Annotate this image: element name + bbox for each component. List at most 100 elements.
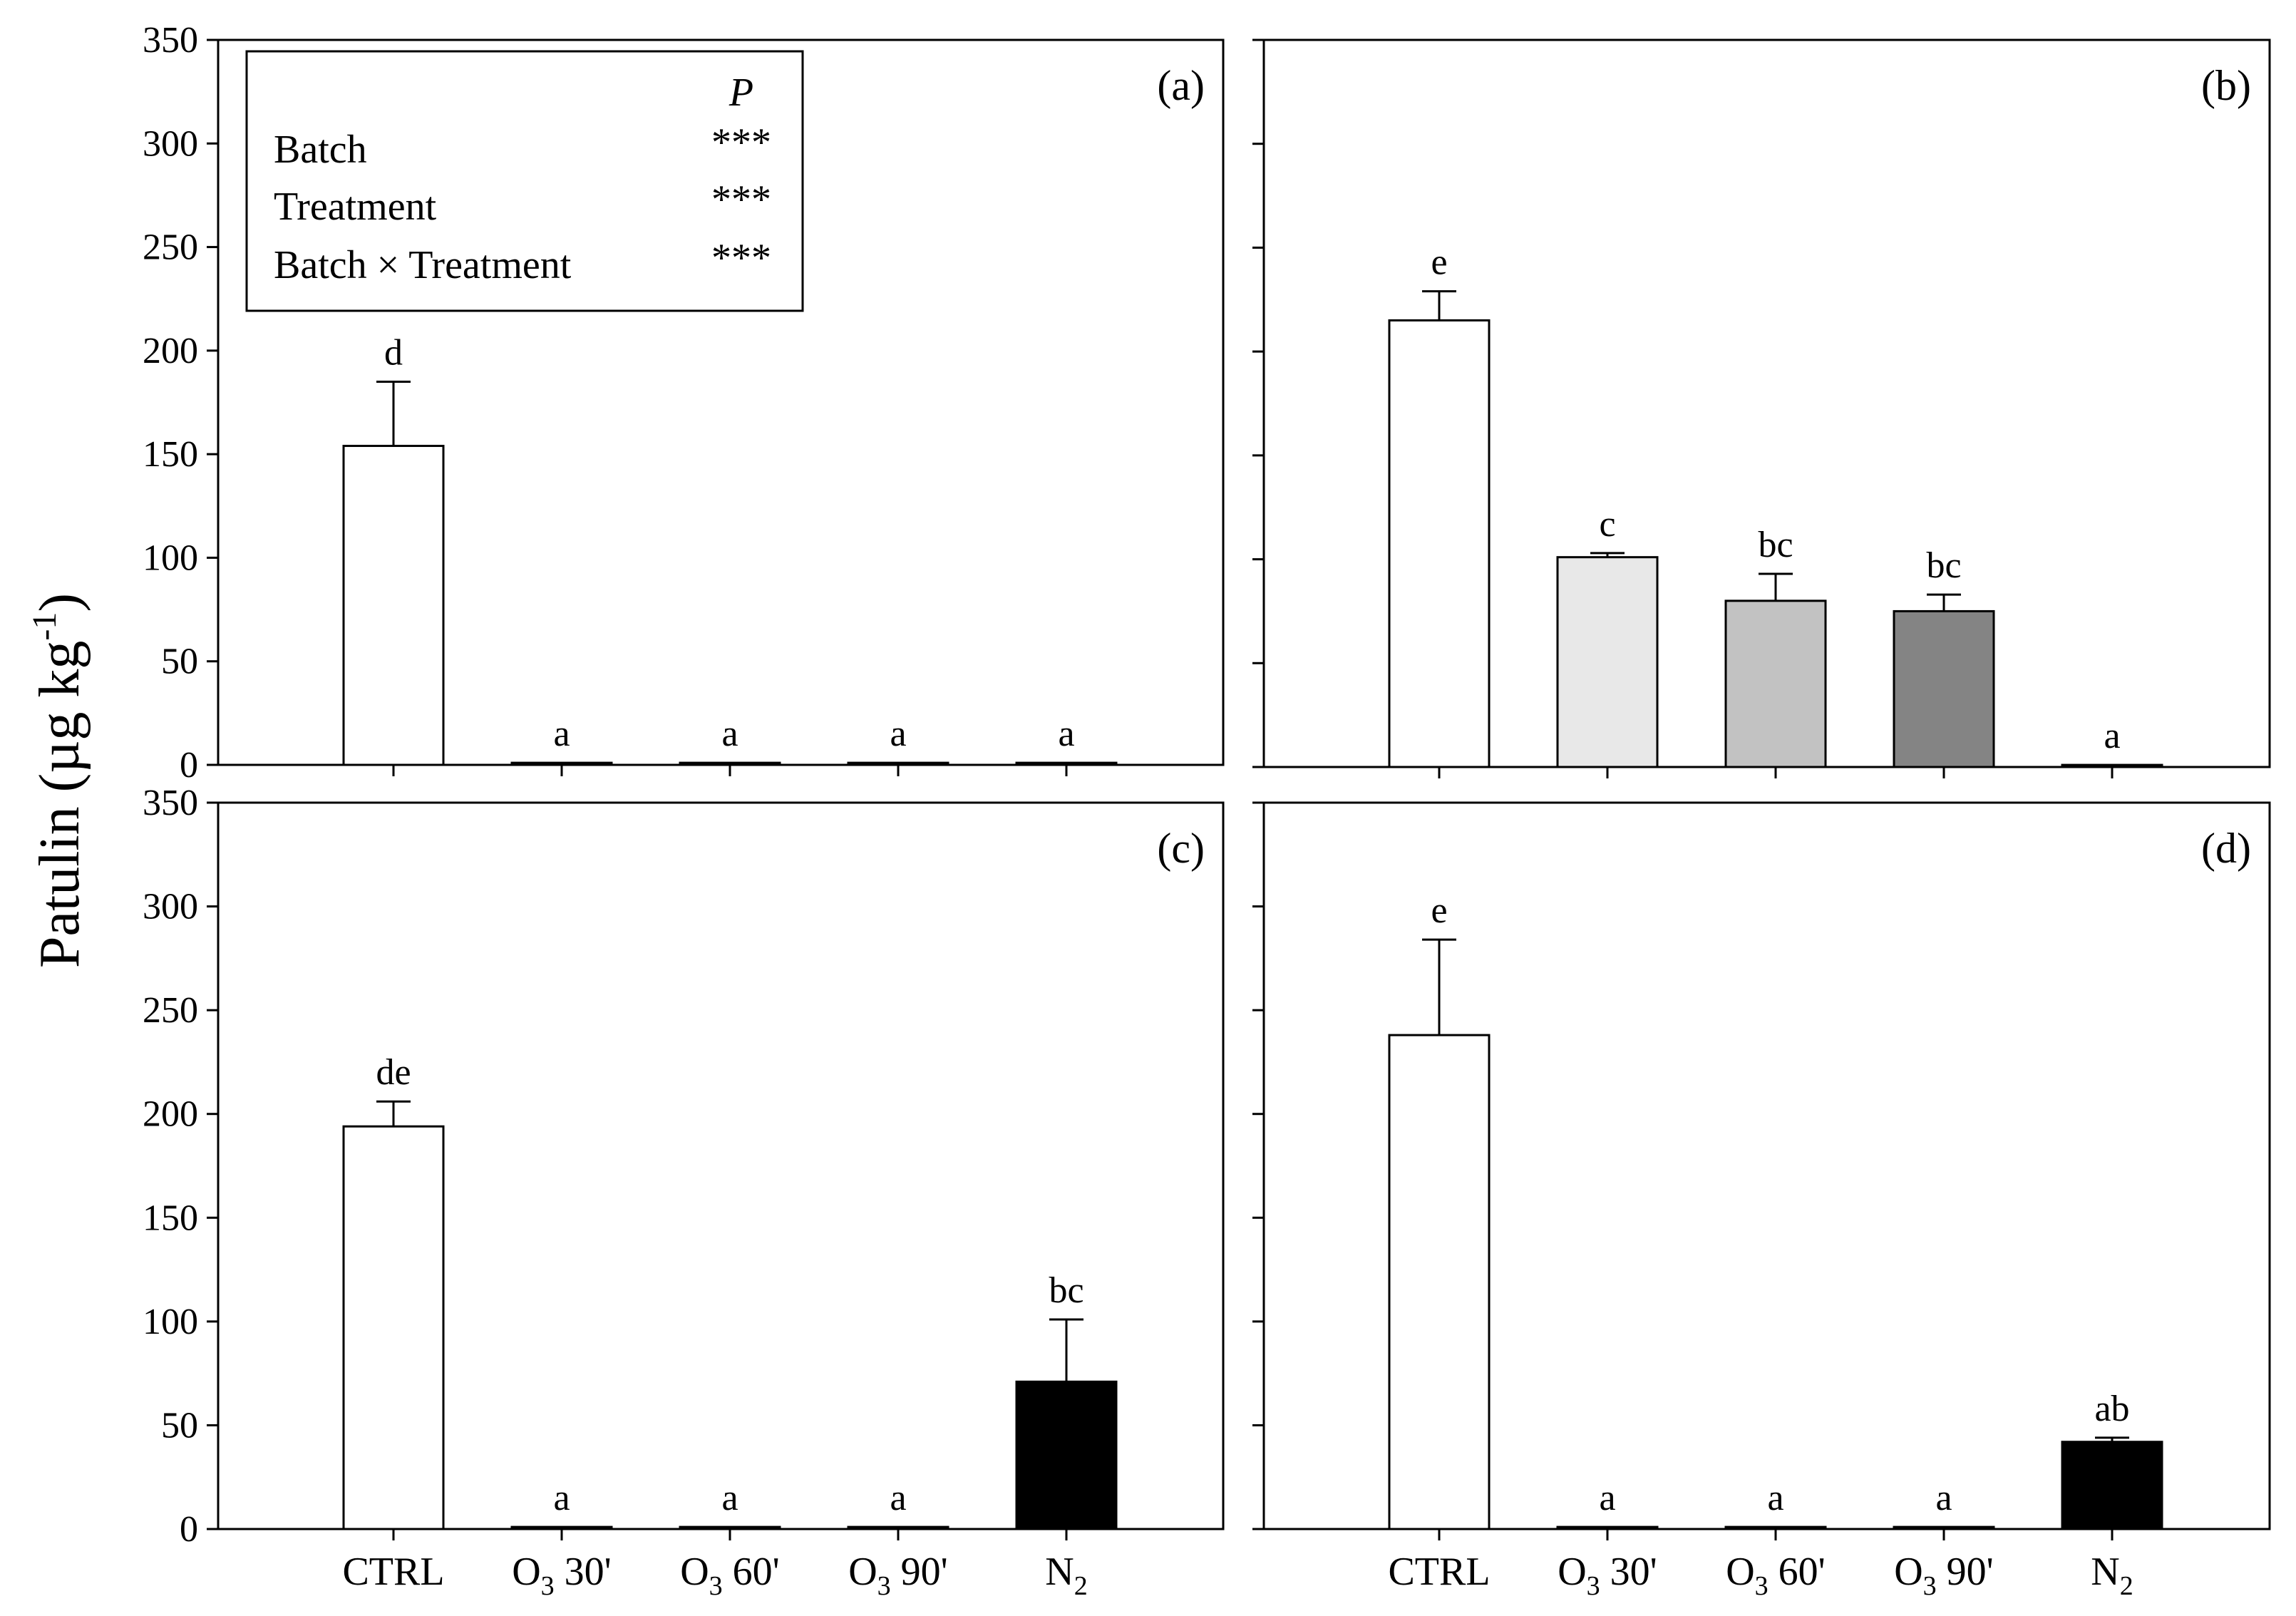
y-tick-label: 200 xyxy=(143,331,198,371)
significance-letter: a xyxy=(721,714,738,754)
significance-letter: a xyxy=(1935,1478,1952,1518)
bar xyxy=(1388,319,1491,768)
significance-letter: a xyxy=(890,1478,906,1518)
y-tick-label: 350 xyxy=(143,783,198,823)
y-tick-label: 300 xyxy=(143,123,198,164)
significance-letter: e xyxy=(1431,242,1447,283)
x-tick-label: CTRL xyxy=(1388,1550,1490,1594)
x-tick-label-base: O xyxy=(512,1550,540,1594)
panel-a: 0 50 100 150 200 250 300 350 (a) d a a a a xyxy=(143,20,1225,786)
stats-legend-row-label: Batch xyxy=(274,128,367,172)
significance-letter: bc xyxy=(1926,545,1961,586)
significance-letter: a xyxy=(1767,1478,1783,1518)
stats-legend-row-label: Treatment xyxy=(274,185,437,229)
x-tick-label: O3 60' xyxy=(680,1550,780,1601)
bar xyxy=(679,761,781,766)
x-tick-label-base: O xyxy=(1558,1550,1586,1594)
significance-letter: a xyxy=(2104,716,2120,756)
bar xyxy=(1388,1034,1491,1530)
significance-letter: d xyxy=(384,332,403,373)
bar xyxy=(1724,1525,1827,1530)
x-tick-label-base: N xyxy=(1045,1550,1074,1594)
x-tick-label-sub: 3 xyxy=(541,1571,555,1601)
stats-legend-row-sig: *** xyxy=(711,120,771,165)
significance-letter: a xyxy=(553,1478,570,1518)
significance-letter: c xyxy=(1599,504,1615,545)
x-tick-label-suffix: 30' xyxy=(1610,1550,1657,1594)
x-tick-label-base: O xyxy=(1894,1550,1922,1594)
bar xyxy=(1556,556,1659,768)
significance-letter: ab xyxy=(2094,1389,2129,1429)
x-tick-label-base: O xyxy=(1726,1550,1754,1594)
x-tick-label-sub: 3 xyxy=(1587,1571,1600,1601)
y-tick-label: 250 xyxy=(143,990,198,1031)
bar xyxy=(1724,599,1827,768)
bar xyxy=(342,1125,445,1530)
y-tick-label: 50 xyxy=(161,1405,198,1446)
y-axis-label: Patulin (µg kg-1) xyxy=(26,593,91,968)
y-tick-label: 100 xyxy=(143,537,198,578)
bar xyxy=(342,445,445,766)
x-tick-label-base: CTRL xyxy=(342,1550,444,1594)
y-tick-label: 250 xyxy=(143,227,198,268)
y-tick-label: 350 xyxy=(143,20,198,61)
x-tick-label-sub: 3 xyxy=(709,1571,723,1601)
y-tick-label: 100 xyxy=(143,1302,198,1342)
bar xyxy=(510,761,613,766)
x-tick-label: O3 60' xyxy=(1726,1550,1826,1601)
bar xyxy=(1893,1525,1995,1530)
bar xyxy=(1556,1525,1659,1530)
x-tick-label: O3 30' xyxy=(1558,1550,1657,1601)
panel-label: (d) xyxy=(2201,825,2251,872)
y-tick-label: 150 xyxy=(143,1198,198,1238)
significance-letter: a xyxy=(1599,1478,1615,1518)
x-tick-label: CTRL xyxy=(342,1550,444,1594)
bar xyxy=(847,761,949,766)
significance-letter: a xyxy=(1058,714,1074,754)
y-tick-label: 50 xyxy=(161,642,198,682)
stats-legend-row-sig: *** xyxy=(711,236,771,280)
stats-legend-row-label: Batch × Treatment xyxy=(274,243,572,287)
panel-label: (b) xyxy=(2201,62,2251,109)
y-tick-label: 150 xyxy=(143,434,198,475)
stats-legend-box xyxy=(245,50,804,312)
x-tick-label: O3 90' xyxy=(1894,1550,1994,1601)
bar xyxy=(1015,1380,1118,1530)
bar xyxy=(2061,763,2163,768)
x-tick-label: N2 xyxy=(1045,1550,1087,1601)
bar xyxy=(679,1525,781,1530)
bar xyxy=(1015,761,1118,766)
stats-legend-header: P xyxy=(729,71,753,115)
significance-letter: a xyxy=(890,714,906,754)
y-tick-label: 0 xyxy=(180,1509,198,1550)
x-tick-label-sub: 2 xyxy=(2120,1571,2133,1601)
y-axis-label-main: Patulin (µg kg xyxy=(29,641,91,968)
bar xyxy=(1893,609,1995,768)
significance-letter: e xyxy=(1431,890,1447,931)
x-tick-label-base: O xyxy=(848,1550,877,1594)
y-axis-label-sup: -1 xyxy=(26,612,63,641)
x-tick-label-base: N xyxy=(2091,1550,2119,1594)
y-tick-label: 200 xyxy=(143,1094,198,1135)
x-tick-label-sub: 2 xyxy=(1074,1571,1088,1601)
stats-legend-row-sig: *** xyxy=(711,177,771,222)
x-tick-label-base: CTRL xyxy=(1388,1550,1490,1594)
panel-label: (a) xyxy=(1157,62,1205,109)
y-tick-label: 0 xyxy=(180,745,198,786)
x-tick-label: N2 xyxy=(2091,1550,2133,1601)
x-tick-label-suffix: 30' xyxy=(565,1550,612,1594)
bar xyxy=(2061,1441,2163,1530)
stats-legend: P Batch *** Treatment *** Batch × Treatm… xyxy=(245,50,804,312)
x-tick-label-suffix: 90' xyxy=(1947,1550,1994,1594)
significance-letter: de xyxy=(376,1052,411,1093)
significance-letter: bc xyxy=(1049,1270,1083,1311)
x-tick-label-suffix: 60' xyxy=(1778,1550,1826,1594)
y-axis-label-close: ) xyxy=(29,593,91,612)
bar xyxy=(847,1525,949,1530)
x-tick-label-suffix: 90' xyxy=(901,1550,948,1594)
panel-label: (c) xyxy=(1157,825,1205,872)
